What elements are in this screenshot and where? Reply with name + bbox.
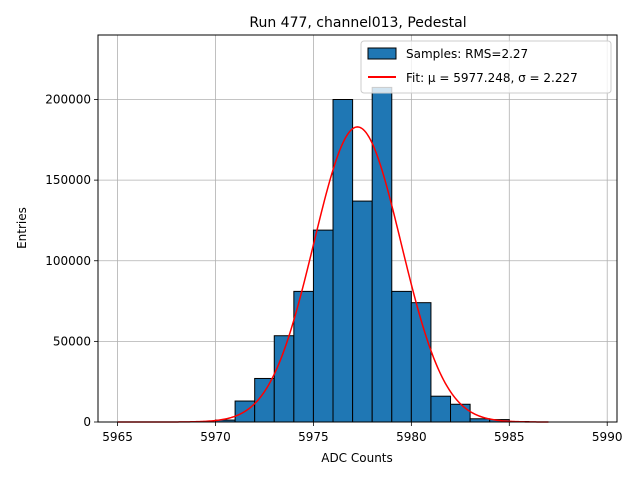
y-tick-label: 100000 <box>45 254 91 268</box>
histogram-bar <box>312 229 334 423</box>
histogram-bar <box>450 403 471 423</box>
x-tick-label: 5985 <box>494 430 525 444</box>
x-axis-label: ADC Counts <box>321 451 393 465</box>
x-tick-label: 5990 <box>592 430 623 444</box>
plot-frame <box>97 34 618 423</box>
y-axis-ticks: 0 50000 100000 150000 200000 <box>45 93 98 429</box>
histogram-bar <box>430 395 452 423</box>
legend: Samples: RMS=2.27 Fit: μ = 5977.248, σ =… <box>360 40 612 94</box>
y-tick-label: 50000 <box>53 334 91 348</box>
histogram-bar <box>352 200 373 423</box>
grid-lines <box>98 35 617 423</box>
x-tick-label: 5970 <box>200 430 231 444</box>
x-tick-label: 5980 <box>396 430 427 444</box>
x-tick-label: 5975 <box>298 430 329 444</box>
legend-label-histogram: Samples: RMS=2.27 <box>406 47 528 61</box>
y-tick-label: 150000 <box>45 173 91 187</box>
y-tick-label: 0 <box>83 415 91 429</box>
x-axis-ticks: 5965 5970 5975 5980 5985 5990 <box>102 422 622 444</box>
histogram-bars <box>215 86 530 423</box>
histogram-bar <box>332 99 354 423</box>
y-axis-label: Entries <box>15 207 29 249</box>
y-tick-label: 200000 <box>45 93 91 107</box>
legend-swatch-histogram <box>367 47 397 60</box>
histogram-bar <box>371 86 393 423</box>
histogram-bar <box>391 290 412 423</box>
legend-label-fit: Fit: μ = 5977.248, σ = 2.227 <box>406 71 578 85</box>
legend-box <box>360 40 612 94</box>
chart-title: Run 477, channel013, Pedestal <box>249 15 466 31</box>
x-tick-label: 5965 <box>102 430 133 444</box>
